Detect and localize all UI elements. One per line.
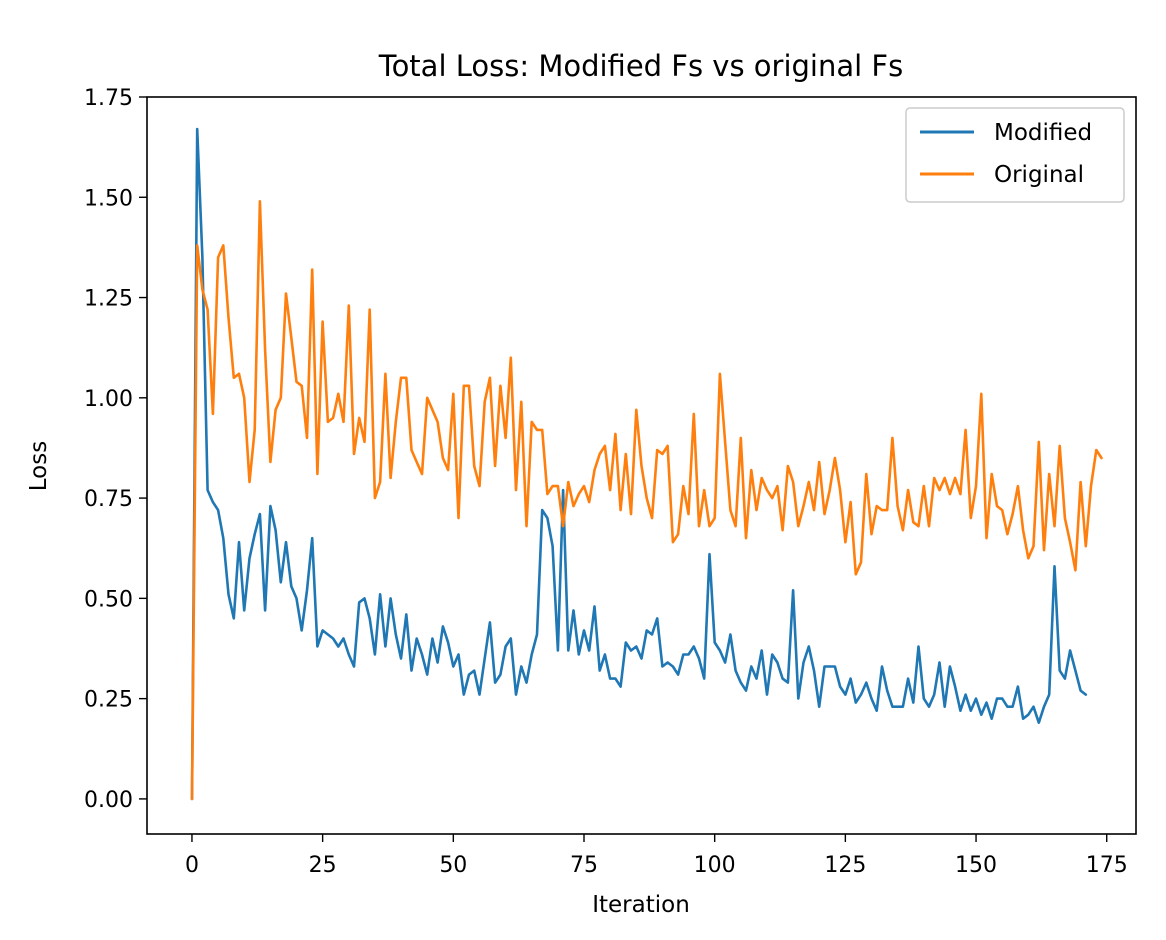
axes-frame	[146, 96, 1137, 835]
x-axis-label: Iteration	[592, 892, 690, 918]
x-tick-label: 50	[439, 853, 467, 878]
y-tick-label: 0.75	[84, 487, 133, 512]
legend-label-original: Original	[994, 162, 1084, 188]
y-tick-label: 0.50	[84, 587, 133, 612]
y-tick-label: 1.75	[84, 86, 133, 111]
x-tick-label: 0	[185, 853, 199, 878]
x-tick-label: 125	[824, 853, 866, 878]
y-tick-label: 1.25	[84, 287, 133, 312]
x-axis: 0 25 50 75 100 125 150 175	[185, 834, 1128, 878]
y-axis-label: Loss	[26, 441, 52, 491]
y-tick-label: 0.00	[84, 788, 133, 813]
x-tick-label: 100	[694, 853, 736, 878]
x-tick-label: 150	[955, 853, 997, 878]
series-line-modified	[190, 127, 1088, 801]
series-line-original	[190, 200, 1103, 801]
x-tick-label: 175	[1086, 853, 1128, 878]
legend-label-modified: Modified	[994, 120, 1092, 146]
chart-title: Total Loss: Modified Fs vs original Fs	[378, 49, 903, 83]
y-tick-label: 1.00	[84, 387, 133, 412]
x-tick-label: 75	[570, 853, 598, 878]
legend: Modified Original	[905, 107, 1125, 203]
y-axis: 0.00 0.25 0.50 0.75 1.00 1.25 1.50 1.75	[84, 86, 147, 813]
x-tick-label: 25	[309, 853, 337, 878]
y-tick-label: 1.50	[84, 186, 133, 211]
y-tick-label: 0.25	[84, 688, 133, 713]
plot-area	[190, 127, 1103, 801]
